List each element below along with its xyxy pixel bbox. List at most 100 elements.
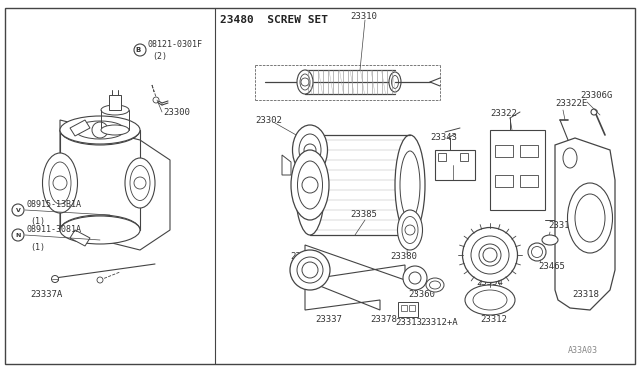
Text: 23312: 23312 <box>480 315 507 324</box>
Bar <box>438 153 446 161</box>
Ellipse shape <box>292 125 328 175</box>
Ellipse shape <box>291 150 329 220</box>
Circle shape <box>591 109 597 115</box>
Bar <box>495 145 513 157</box>
Circle shape <box>92 122 108 138</box>
Ellipse shape <box>101 125 129 135</box>
Circle shape <box>12 204 24 216</box>
Text: 23380: 23380 <box>390 252 417 261</box>
Circle shape <box>302 262 318 278</box>
Text: 23337A: 23337A <box>30 290 62 299</box>
Ellipse shape <box>563 148 577 168</box>
Bar <box>460 153 468 161</box>
Text: A33A03: A33A03 <box>568 346 598 355</box>
Circle shape <box>483 248 497 262</box>
Text: 23322: 23322 <box>490 109 517 118</box>
Text: 23343: 23343 <box>430 133 457 142</box>
Bar <box>401 305 407 311</box>
Polygon shape <box>70 230 90 246</box>
Ellipse shape <box>392 76 399 89</box>
Text: 23302: 23302 <box>255 115 282 125</box>
Text: 08911-3081A: 08911-3081A <box>26 224 81 234</box>
Text: (1): (1) <box>30 243 45 252</box>
Ellipse shape <box>297 257 323 283</box>
Ellipse shape <box>465 285 515 315</box>
Text: 23378: 23378 <box>370 315 397 324</box>
Text: 08915-13B1A: 08915-13B1A <box>26 199 81 208</box>
Ellipse shape <box>429 281 440 289</box>
Ellipse shape <box>130 166 150 201</box>
Ellipse shape <box>528 243 546 261</box>
Bar <box>409 305 415 311</box>
Ellipse shape <box>473 290 507 310</box>
Text: 23306G: 23306G <box>580 91 612 100</box>
Ellipse shape <box>575 194 605 242</box>
Text: 23338: 23338 <box>290 252 317 261</box>
Ellipse shape <box>426 278 444 292</box>
Circle shape <box>409 272 421 284</box>
Text: 23312+A: 23312+A <box>420 318 458 327</box>
Circle shape <box>51 276 58 282</box>
Ellipse shape <box>101 105 129 115</box>
Text: N: N <box>15 232 20 237</box>
Ellipse shape <box>298 161 323 209</box>
Ellipse shape <box>397 210 422 250</box>
Circle shape <box>134 177 146 189</box>
Ellipse shape <box>125 158 155 208</box>
Ellipse shape <box>42 153 77 213</box>
Polygon shape <box>282 155 291 175</box>
Ellipse shape <box>295 135 325 235</box>
Ellipse shape <box>49 162 71 204</box>
Ellipse shape <box>531 247 543 257</box>
Circle shape <box>302 177 318 193</box>
Ellipse shape <box>471 236 509 274</box>
Text: B: B <box>136 47 141 53</box>
Bar <box>398 302 418 317</box>
Ellipse shape <box>389 72 401 92</box>
Ellipse shape <box>568 183 612 253</box>
Text: 23310: 23310 <box>350 12 377 21</box>
Text: 23318: 23318 <box>572 290 599 299</box>
Ellipse shape <box>290 250 330 290</box>
Ellipse shape <box>479 244 501 266</box>
Text: 23385: 23385 <box>350 210 377 219</box>
Text: 23360: 23360 <box>408 290 435 299</box>
Polygon shape <box>305 280 380 310</box>
Circle shape <box>153 97 159 103</box>
Ellipse shape <box>60 216 140 244</box>
Ellipse shape <box>300 74 310 90</box>
Bar <box>520 145 538 157</box>
Text: 23300: 23300 <box>163 108 190 116</box>
Polygon shape <box>555 138 615 310</box>
Text: 08121-0301F: 08121-0301F <box>148 39 203 48</box>
Circle shape <box>97 277 103 283</box>
Ellipse shape <box>400 151 420 219</box>
Circle shape <box>304 144 316 156</box>
Ellipse shape <box>463 228 518 282</box>
Polygon shape <box>60 120 170 250</box>
Polygon shape <box>70 120 90 136</box>
Ellipse shape <box>299 134 321 166</box>
Bar <box>490 130 545 210</box>
Text: V: V <box>15 208 20 212</box>
Ellipse shape <box>542 235 558 245</box>
Text: 23480  SCREW SET: 23480 SCREW SET <box>220 15 328 25</box>
Circle shape <box>53 176 67 190</box>
Circle shape <box>134 44 146 56</box>
Text: (2): (2) <box>152 51 167 61</box>
Circle shape <box>301 78 309 86</box>
Ellipse shape <box>395 135 425 235</box>
Text: 23319: 23319 <box>548 221 575 230</box>
Text: (1): (1) <box>30 217 45 226</box>
Ellipse shape <box>402 217 418 244</box>
Ellipse shape <box>300 151 320 219</box>
Text: 23337: 23337 <box>315 315 342 324</box>
Text: 23465: 23465 <box>538 262 565 271</box>
Ellipse shape <box>75 121 125 139</box>
Bar <box>435 150 475 180</box>
Text: 23354: 23354 <box>477 278 504 287</box>
Text: 23313: 23313 <box>395 318 422 327</box>
Text: 23322E: 23322E <box>555 99 588 108</box>
Bar <box>495 175 513 187</box>
Bar <box>520 175 538 187</box>
